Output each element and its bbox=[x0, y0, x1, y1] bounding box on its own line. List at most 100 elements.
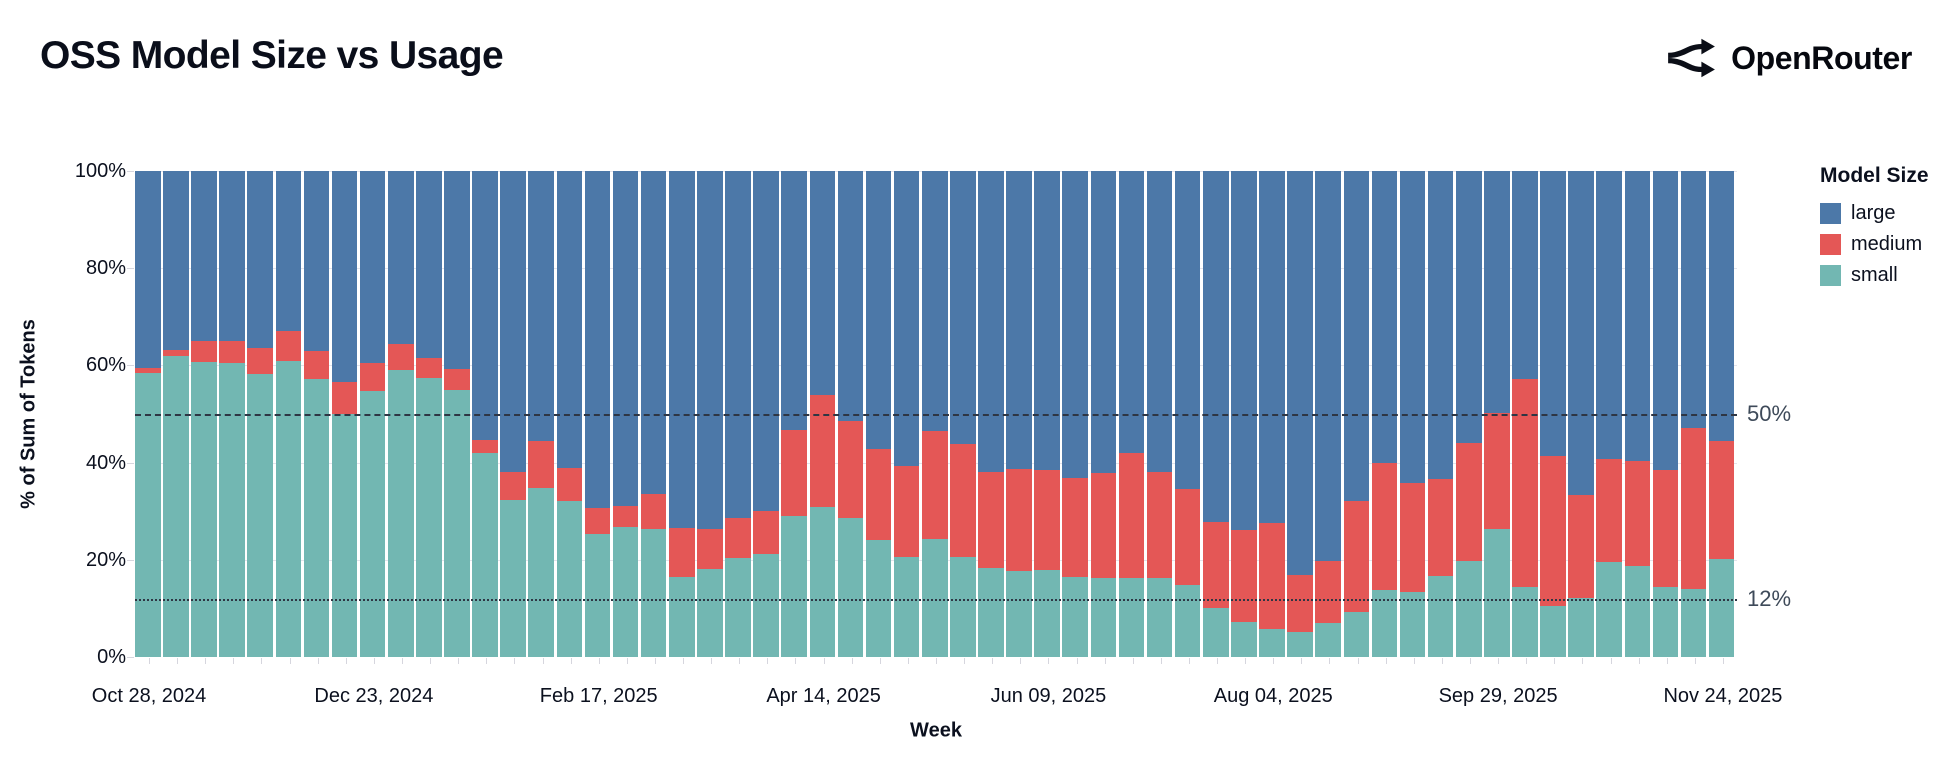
bar-segment-small[interactable] bbox=[472, 452, 498, 657]
bar-segment-medium[interactable] bbox=[1624, 461, 1651, 567]
bar-segment-small[interactable] bbox=[1287, 631, 1313, 657]
bar-segment-medium[interactable] bbox=[1259, 523, 1285, 630]
bar-segment-medium[interactable] bbox=[359, 363, 386, 391]
bar-mar-17-2025[interactable] bbox=[697, 171, 723, 657]
bar-segment-small[interactable] bbox=[359, 390, 386, 657]
bar-may-19-2025[interactable] bbox=[950, 171, 976, 657]
bar-segment-medium[interactable] bbox=[1203, 521, 1229, 609]
bar-mar-24-2025[interactable] bbox=[725, 171, 751, 657]
bar-segment-large[interactable] bbox=[528, 171, 555, 442]
bar-segment-small[interactable] bbox=[1624, 566, 1651, 657]
bar-segment-medium[interactable] bbox=[809, 395, 836, 507]
bar-segment-small[interactable] bbox=[1399, 591, 1426, 657]
bar-segment-large[interactable] bbox=[1034, 171, 1060, 470]
bar-segment-small[interactable] bbox=[697, 568, 723, 657]
bar-aug-04-2025[interactable] bbox=[1259, 171, 1285, 657]
bar-segment-medium[interactable] bbox=[1455, 443, 1482, 561]
bar-segment-large[interactable] bbox=[500, 171, 526, 472]
bar-segment-small[interactable] bbox=[1343, 611, 1370, 657]
bar-segment-large[interactable] bbox=[1399, 171, 1426, 483]
bar-feb-17-2025[interactable] bbox=[584, 171, 611, 657]
bar-aug-25-2025[interactable] bbox=[1343, 171, 1370, 657]
bar-segment-small[interactable] bbox=[219, 362, 245, 657]
bar-segment-large[interactable] bbox=[1090, 171, 1117, 474]
bar-segment-large[interactable] bbox=[612, 171, 639, 506]
bar-segment-large[interactable] bbox=[1315, 171, 1341, 561]
bar-nov-04-2024[interactable] bbox=[163, 171, 189, 657]
bar-segment-small[interactable] bbox=[950, 556, 976, 657]
bar-segment-small[interactable] bbox=[1427, 575, 1454, 657]
bar-segment-medium[interactable] bbox=[444, 369, 470, 390]
bar-segment-medium[interactable] bbox=[331, 382, 358, 414]
bar-segment-small[interactable] bbox=[1315, 623, 1341, 657]
bar-oct-27-2025[interactable] bbox=[1596, 171, 1623, 657]
bar-segment-small[interactable] bbox=[1006, 571, 1032, 657]
bar-segment-large[interactable] bbox=[331, 171, 358, 383]
bar-segment-small[interactable] bbox=[1512, 586, 1538, 657]
bar-may-05-2025[interactable] bbox=[893, 171, 920, 657]
bar-jun-02-2025[interactable] bbox=[1006, 171, 1032, 657]
bar-segment-large[interactable] bbox=[1680, 171, 1707, 428]
bar-segment-medium[interactable] bbox=[1090, 473, 1117, 578]
bar-segment-small[interactable] bbox=[584, 533, 611, 657]
bar-feb-03-2025[interactable] bbox=[528, 171, 555, 657]
bar-segment-large[interactable] bbox=[725, 171, 751, 519]
bar-segment-large[interactable] bbox=[1287, 171, 1313, 575]
bar-segment-medium[interactable] bbox=[416, 357, 442, 378]
bar-segment-medium[interactable] bbox=[1399, 482, 1426, 592]
bar-segment-large[interactable] bbox=[1174, 171, 1201, 490]
bar-segment-medium[interactable] bbox=[219, 340, 245, 363]
bar-oct-20-2025[interactable] bbox=[1568, 171, 1594, 657]
bar-segment-medium[interactable] bbox=[247, 348, 273, 374]
bar-segment-medium[interactable] bbox=[865, 448, 892, 540]
bar-jun-30-2025[interactable] bbox=[1118, 171, 1145, 657]
bar-segment-medium[interactable] bbox=[837, 420, 864, 518]
bar-segment-medium[interactable] bbox=[893, 466, 920, 557]
bar-apr-07-2025[interactable] bbox=[781, 171, 807, 657]
bar-segment-small[interactable] bbox=[556, 501, 583, 657]
bar-segment-small[interactable] bbox=[1596, 561, 1623, 657]
bar-mar-10-2025[interactable] bbox=[669, 171, 695, 657]
bar-sep-15-2025[interactable] bbox=[1427, 171, 1454, 657]
bar-segment-small[interactable] bbox=[837, 517, 864, 657]
bar-segment-medium[interactable] bbox=[528, 441, 555, 489]
bar-segment-medium[interactable] bbox=[135, 367, 161, 373]
bar-segment-large[interactable] bbox=[1568, 171, 1594, 496]
bar-nov-17-2025[interactable] bbox=[1680, 171, 1707, 657]
bar-segment-medium[interactable] bbox=[1540, 456, 1566, 606]
bar-segment-large[interactable] bbox=[640, 171, 667, 495]
bar-segment-large[interactable] bbox=[1343, 171, 1370, 502]
bar-segment-large[interactable] bbox=[275, 171, 302, 332]
bar-segment-small[interactable] bbox=[1259, 629, 1285, 657]
bar-segment-medium[interactable] bbox=[669, 528, 695, 577]
bar-segment-medium[interactable] bbox=[1174, 489, 1201, 586]
bar-segment-small[interactable] bbox=[1231, 621, 1257, 657]
bar-segment-medium[interactable] bbox=[1596, 459, 1623, 562]
bar-segment-small[interactable] bbox=[1540, 605, 1566, 657]
bar-segment-small[interactable] bbox=[331, 413, 358, 657]
bar-segment-small[interactable] bbox=[1455, 560, 1482, 657]
bar-segment-small[interactable] bbox=[416, 377, 442, 657]
bar-nov-25-2024[interactable] bbox=[247, 171, 273, 657]
bar-oct-13-2025[interactable] bbox=[1540, 171, 1566, 657]
bar-segment-medium[interactable] bbox=[387, 343, 414, 371]
bar-segment-small[interactable] bbox=[1174, 585, 1201, 657]
bar-segment-large[interactable] bbox=[359, 171, 386, 364]
bar-segment-small[interactable] bbox=[387, 370, 414, 657]
bar-segment-large[interactable] bbox=[753, 171, 779, 512]
bar-segment-large[interactable] bbox=[837, 171, 864, 421]
bar-segment-large[interactable] bbox=[1118, 171, 1145, 453]
bar-segment-medium[interactable] bbox=[1652, 469, 1679, 588]
bar-segment-large[interactable] bbox=[416, 171, 442, 358]
bar-segment-small[interactable] bbox=[753, 554, 779, 657]
bar-segment-small[interactable] bbox=[725, 557, 751, 657]
bar-segment-medium[interactable] bbox=[921, 430, 948, 539]
bar-segment-small[interactable] bbox=[528, 488, 555, 657]
bar-segment-large[interactable] bbox=[697, 171, 723, 530]
bar-sep-29-2025[interactable] bbox=[1484, 171, 1510, 657]
bar-segment-small[interactable] bbox=[275, 360, 302, 657]
bar-sep-08-2025[interactable] bbox=[1399, 171, 1426, 657]
bar-segment-small[interactable] bbox=[1146, 577, 1173, 657]
bar-segment-large[interactable] bbox=[1455, 171, 1482, 444]
bar-segment-large[interactable] bbox=[1596, 171, 1623, 460]
